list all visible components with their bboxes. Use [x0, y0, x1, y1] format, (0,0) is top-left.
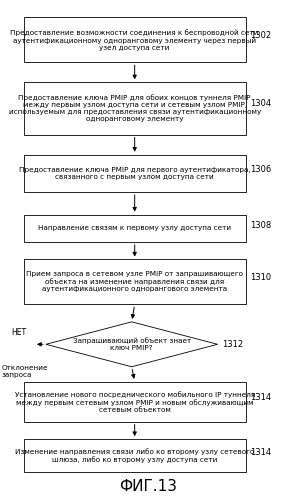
Text: Предоставление ключа PMIP для первого аутентификатора,
связанного с первым узлом: Предоставление ключа PMIP для первого ау… — [19, 167, 250, 180]
Text: 1310: 1310 — [250, 273, 271, 282]
Text: Прием запроса в сетевом узле PMIP от запрашивающего
объекта на изменение направл: Прием запроса в сетевом узле PMIP от зап… — [26, 271, 243, 292]
Text: 1308: 1308 — [250, 221, 271, 230]
Polygon shape — [46, 322, 218, 367]
FancyBboxPatch shape — [24, 439, 246, 472]
Text: Изменение направления связи либо ко второму узлу сетевого
шлюза, либо ко второму: Изменение направления связи либо ко втор… — [15, 448, 254, 463]
Text: 1306: 1306 — [250, 165, 271, 174]
Text: 1314: 1314 — [250, 393, 271, 402]
Text: 1304: 1304 — [250, 99, 271, 108]
Text: Предоставление возможности соединения к беспроводной сети
аутентификационному од: Предоставление возможности соединения к … — [10, 29, 259, 50]
Text: Запрашивающий объект знает
ключ PMIP?: Запрашивающий объект знает ключ PMIP? — [73, 337, 191, 351]
Text: НЕТ: НЕТ — [12, 328, 27, 337]
Text: Отклонение
запроса: Отклонение запроса — [1, 365, 48, 378]
Text: Направление связям к первому узлу доступа сети: Направление связям к первому узлу доступ… — [38, 225, 231, 232]
FancyBboxPatch shape — [24, 82, 246, 135]
Text: ФИГ.13: ФИГ.13 — [119, 479, 177, 494]
Text: 1302: 1302 — [250, 31, 271, 40]
FancyBboxPatch shape — [24, 17, 246, 62]
FancyBboxPatch shape — [24, 215, 246, 242]
Text: Установление нового посреднического мобильного IP туннеля
между первым сетевым у: Установление нового посреднического моби… — [15, 391, 255, 413]
FancyBboxPatch shape — [24, 382, 246, 422]
Text: Предоставление ключа PMIP для обоих концов туннеля PMIP
между первым узлом досту: Предоставление ключа PMIP для обоих конц… — [9, 95, 261, 122]
FancyBboxPatch shape — [24, 155, 246, 192]
Text: 1312: 1312 — [222, 340, 243, 349]
FancyBboxPatch shape — [24, 259, 246, 304]
Text: 1314: 1314 — [250, 448, 271, 457]
